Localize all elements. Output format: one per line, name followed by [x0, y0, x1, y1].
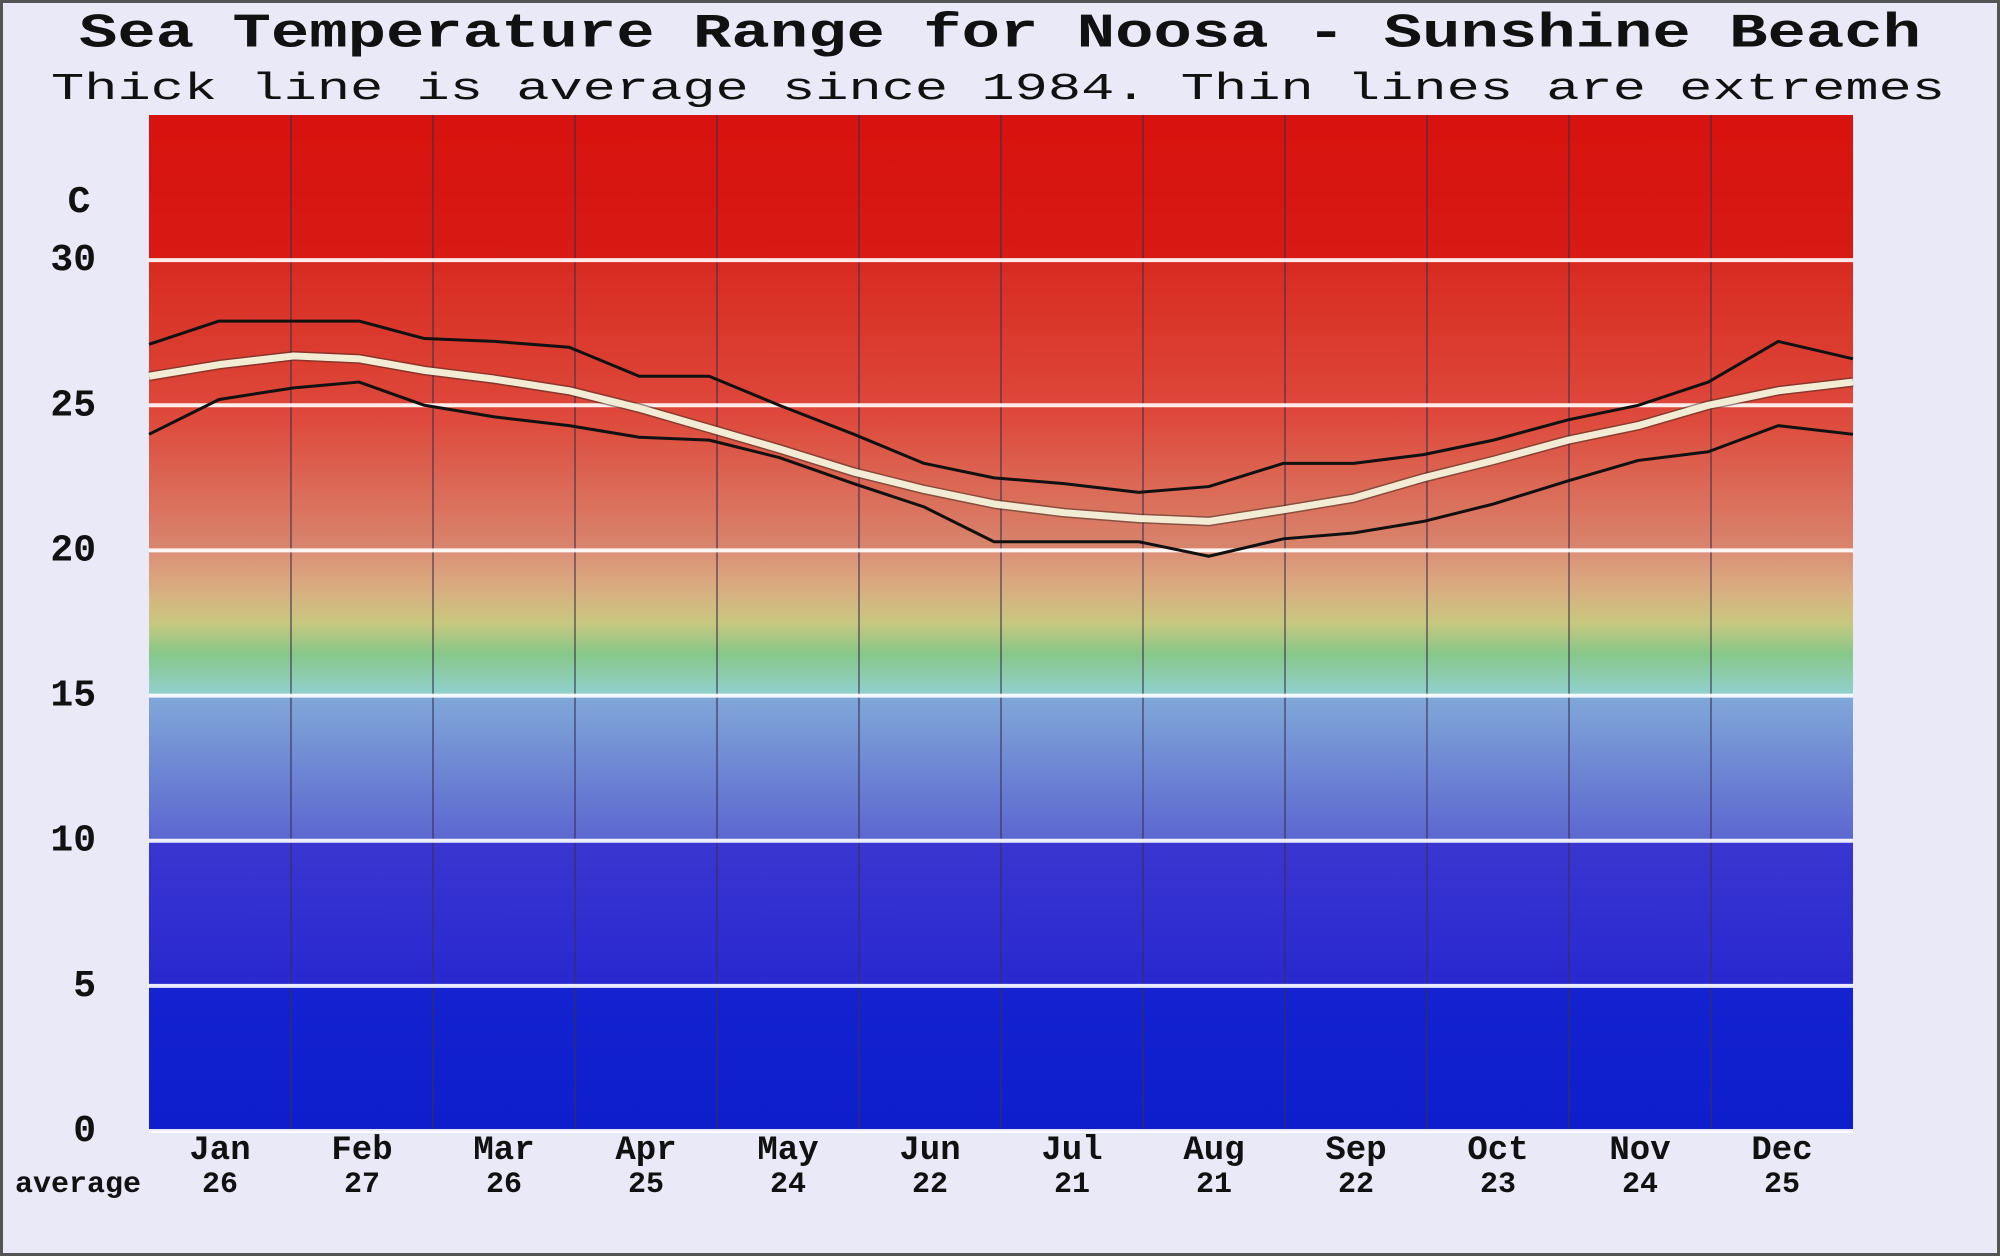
x-tick-label: Nov	[1609, 1132, 1670, 1170]
y-tick-label: 10	[50, 820, 96, 863]
y-tick-label: 25	[50, 384, 96, 427]
y-axis-label: C	[68, 181, 91, 224]
monthly-average: 24	[770, 1168, 806, 1202]
y-tick-label: 20	[50, 529, 96, 572]
monthly-average: 21	[1196, 1168, 1232, 1202]
average-label: average	[15, 1168, 141, 1202]
y-tick-label: 0	[73, 1110, 96, 1153]
average-line	[148, 352, 1854, 525]
monthly-average: 22	[912, 1168, 948, 1202]
x-tick-label: Apr	[615, 1132, 676, 1170]
x-tick-label: Jan	[189, 1132, 250, 1170]
x-tick-label: Sep	[1325, 1132, 1386, 1170]
extreme-line	[148, 319, 1854, 494]
monthly-average: 25	[628, 1168, 664, 1202]
x-tick-label: Mar	[473, 1132, 534, 1170]
extreme-line	[148, 380, 1854, 558]
x-tick-label: May	[757, 1132, 818, 1170]
x-tick-label: Dec	[1751, 1132, 1812, 1170]
y-tick-label: 15	[50, 675, 96, 718]
monthly-average: 26	[486, 1168, 522, 1202]
x-tick-label: Feb	[331, 1132, 392, 1170]
x-tick-label: Oct	[1467, 1132, 1528, 1170]
monthly-average: 22	[1338, 1168, 1374, 1202]
monthly-average: 27	[344, 1168, 380, 1202]
x-tick-label: Jun	[899, 1132, 960, 1170]
x-tick-label: Jul	[1041, 1132, 1102, 1170]
monthly-average: 21	[1054, 1168, 1090, 1202]
chart-title: Sea Temperature Range for Noosa - Sunshi…	[79, 8, 1921, 62]
y-tick-label: 5	[73, 965, 96, 1008]
monthly-average: 26	[202, 1168, 238, 1202]
y-tick-label: 30	[50, 239, 96, 282]
monthly-average: 23	[1480, 1168, 1516, 1202]
monthly-average: 24	[1622, 1168, 1658, 1202]
x-tick-label: Aug	[1183, 1132, 1244, 1170]
chart-subtitle: Thick line is average since 1984. Thin l…	[51, 68, 1945, 111]
monthly-average: 25	[1764, 1168, 1800, 1202]
